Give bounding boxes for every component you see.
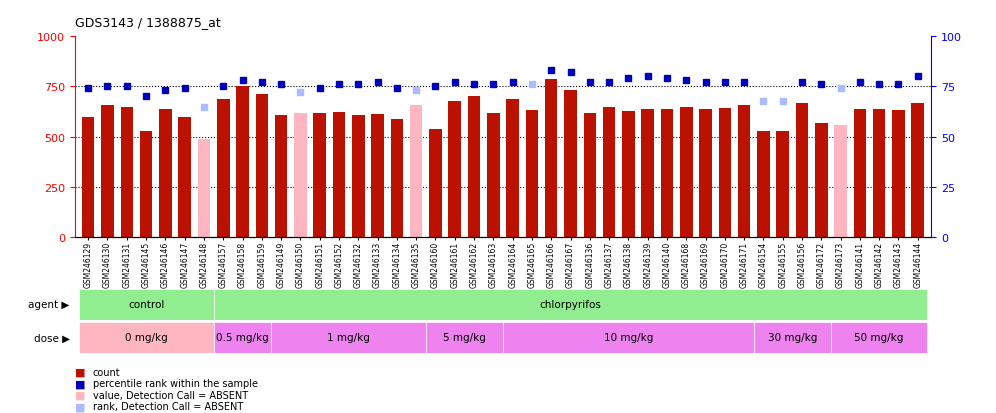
Bar <box>815 123 828 237</box>
Bar <box>526 110 538 237</box>
Text: chlorpyrifos: chlorpyrifos <box>540 299 602 310</box>
Bar <box>333 112 346 237</box>
Bar <box>213 289 927 320</box>
Bar <box>777 131 789 237</box>
Bar <box>178 117 191 237</box>
Bar <box>82 117 95 237</box>
Bar <box>410 105 422 237</box>
Bar <box>680 107 692 237</box>
Text: 1 mg/kg: 1 mg/kg <box>328 332 371 343</box>
Bar <box>426 322 503 353</box>
Text: value, Detection Call = ABSENT: value, Detection Call = ABSENT <box>93 390 248 400</box>
Text: rank, Detection Call = ABSENT: rank, Detection Call = ABSENT <box>93 401 243 411</box>
Bar <box>102 105 114 237</box>
Bar <box>622 111 634 237</box>
Bar <box>872 109 885 237</box>
Text: 10 mg/kg: 10 mg/kg <box>604 332 653 343</box>
Bar <box>294 113 307 237</box>
Bar <box>584 113 596 237</box>
Bar <box>139 131 152 237</box>
Bar <box>754 322 831 353</box>
Text: 0 mg/kg: 0 mg/kg <box>124 332 167 343</box>
Text: control: control <box>127 299 164 310</box>
Bar <box>892 110 904 237</box>
Text: ■: ■ <box>75 378 86 388</box>
Text: 0.5 mg/kg: 0.5 mg/kg <box>216 332 269 343</box>
Bar <box>854 109 867 237</box>
Text: count: count <box>93 367 121 377</box>
Bar <box>79 322 213 353</box>
Text: percentile rank within the sample: percentile rank within the sample <box>93 378 258 388</box>
Text: ■: ■ <box>75 401 86 411</box>
Bar <box>564 91 577 237</box>
Bar <box>468 97 480 237</box>
Bar <box>545 80 558 237</box>
Bar <box>506 99 519 237</box>
Bar <box>256 95 268 237</box>
Bar <box>236 87 249 237</box>
Bar <box>835 125 847 237</box>
Bar <box>121 107 133 237</box>
Bar <box>213 322 272 353</box>
Bar <box>217 99 229 237</box>
Bar <box>503 322 754 353</box>
Bar <box>718 108 731 237</box>
Bar <box>911 103 924 237</box>
Bar <box>831 322 927 353</box>
Text: 5 mg/kg: 5 mg/kg <box>443 332 486 343</box>
Text: ■: ■ <box>75 390 86 400</box>
Bar <box>738 105 750 237</box>
Bar <box>314 113 326 237</box>
Bar <box>660 109 673 237</box>
Text: 50 mg/kg: 50 mg/kg <box>855 332 903 343</box>
Bar <box>272 322 426 353</box>
Bar <box>79 289 213 320</box>
Bar <box>796 103 809 237</box>
Text: dose ▶: dose ▶ <box>34 332 70 343</box>
Text: agent ▶: agent ▶ <box>28 299 70 310</box>
Bar <box>429 129 442 237</box>
Bar <box>352 115 365 237</box>
Bar <box>641 109 654 237</box>
Bar <box>197 139 210 237</box>
Text: 30 mg/kg: 30 mg/kg <box>768 332 817 343</box>
Bar <box>159 109 171 237</box>
Bar <box>603 107 616 237</box>
Bar <box>372 114 383 237</box>
Bar <box>699 109 712 237</box>
Bar <box>448 101 461 237</box>
Text: GDS3143 / 1388875_at: GDS3143 / 1388875_at <box>75 16 220 29</box>
Bar <box>487 113 500 237</box>
Bar <box>275 115 288 237</box>
Text: ■: ■ <box>75 367 86 377</box>
Bar <box>390 119 403 237</box>
Bar <box>757 131 770 237</box>
